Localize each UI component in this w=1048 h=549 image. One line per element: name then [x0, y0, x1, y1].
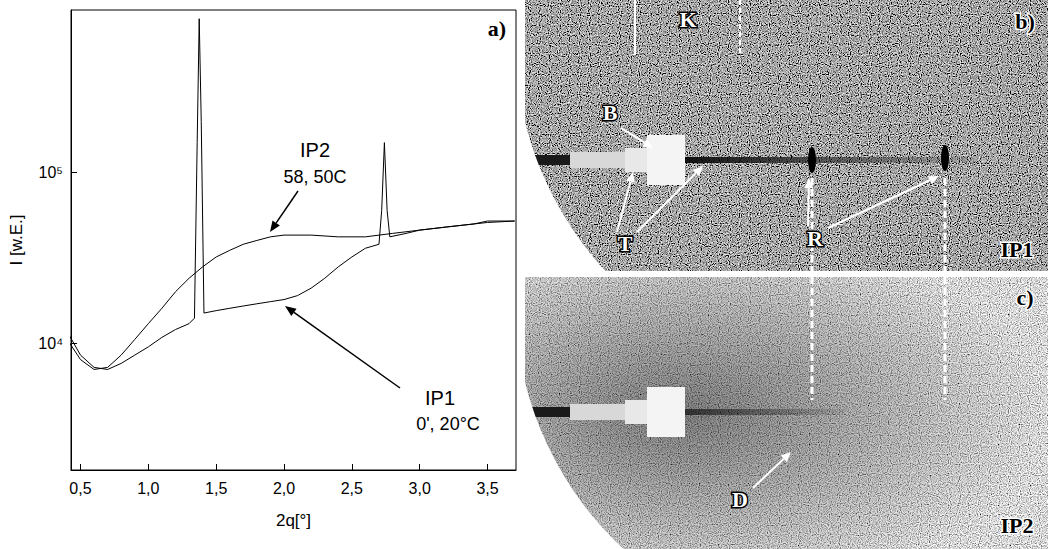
svg-text:R: R [807, 226, 824, 251]
svg-text:IP2: IP2 [1001, 513, 1034, 538]
svg-text:c): c) [1016, 285, 1033, 310]
svg-text:I [w.E.]: I [w.E.] [7, 214, 26, 265]
svg-text:IP1: IP1 [1001, 237, 1034, 262]
svg-text:2,0: 2,0 [273, 480, 295, 497]
svg-text:a): a) [488, 16, 506, 41]
svg-text:B: B [603, 100, 618, 125]
svg-text:58, 50C: 58, 50C [283, 167, 346, 187]
svg-text:IP1: IP1 [425, 387, 455, 409]
svg-text:1,0: 1,0 [137, 480, 159, 497]
svg-text:2q[°]: 2q[°] [276, 511, 311, 530]
svg-text:K: K [679, 7, 696, 32]
svg-text:2,5: 2,5 [341, 480, 363, 497]
svg-text:D: D [732, 487, 748, 512]
svg-text:1,5: 1,5 [205, 480, 227, 497]
svg-text:b): b) [1015, 9, 1035, 34]
svg-text:3,5: 3,5 [476, 480, 498, 497]
svg-text:IP2: IP2 [300, 139, 330, 161]
svg-text:3,0: 3,0 [409, 480, 431, 497]
svg-text:10⁴: 10⁴ [38, 335, 63, 352]
svg-text:0', 20°C: 0', 20°C [416, 414, 480, 434]
svg-text:0,5: 0,5 [69, 480, 91, 497]
svg-text:T: T [618, 231, 633, 256]
svg-text:10⁵: 10⁵ [39, 164, 63, 181]
